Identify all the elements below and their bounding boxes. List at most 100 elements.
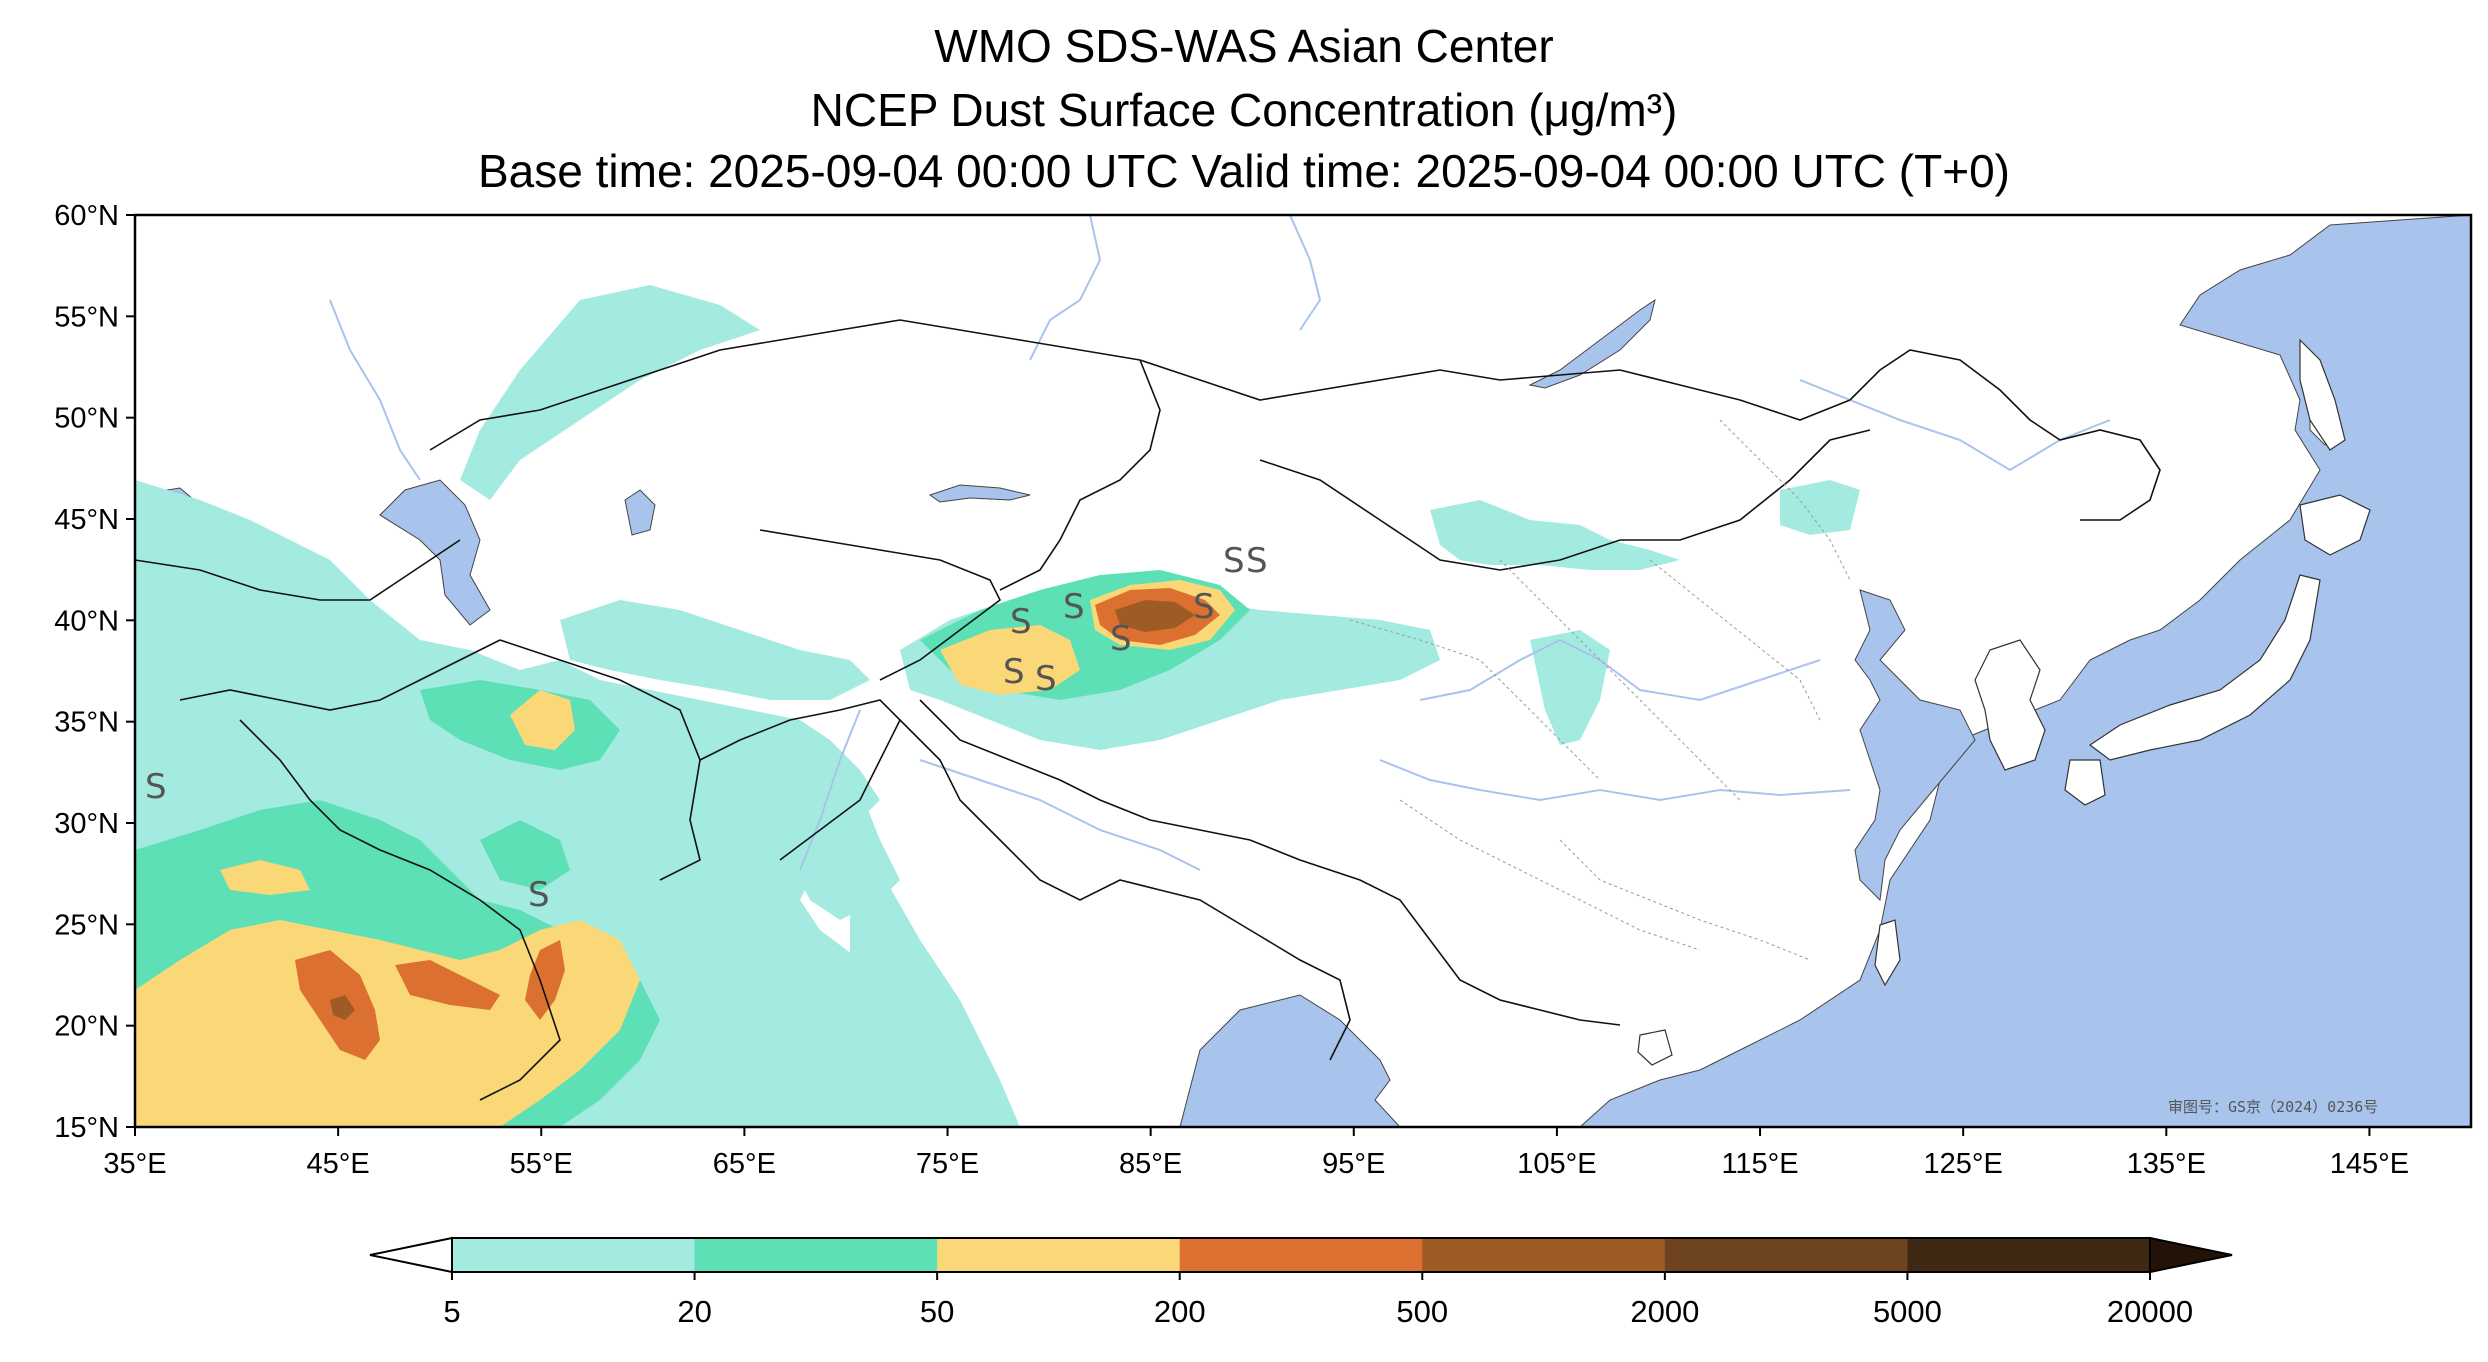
colorbar-segment [1907,1238,2151,1272]
central-asia-borders [759,529,1002,681]
colorbar-segment [1664,1238,1908,1272]
lat-tick-label: 40°N [54,605,119,637]
latitude-axis: 60°N 55°N 50°N 45°N 40°N 35°N 30°N 25°N 20°N 15°N [54,200,135,1144]
yellow-river [1419,638,1821,702]
afghan-pak-borders [699,699,901,861]
colorbar-tick-label: 20 [677,1294,711,1329]
lat-tick-label: 15°N [54,1112,119,1144]
lon-tick-label: 115°E [1721,1148,1798,1180]
storm-marker: S [1010,602,1032,642]
lon-tick-label: 45°E [307,1148,370,1180]
map-approval-credit: 审图号：GS京（2024）0236号 [2168,1098,2378,1116]
colorbar-tick-label: 2000 [1630,1294,1699,1329]
lon-tick-label: 145°E [2330,1148,2409,1180]
storm-marker: S [1003,652,1025,692]
arabia-borders [239,719,561,1101]
bay-of-bengal [1179,994,1401,1127]
country-borders [135,319,2161,1101]
dust-field-ne-china [1780,480,1860,535]
lon-tick-label: 95°E [1322,1148,1385,1180]
colorbar-over-extension [2149,1236,2233,1274]
dust-500-2000-layer [330,600,1195,1020]
colorbar-under-extension [369,1236,453,1274]
dust-field-kazakh-band [460,285,760,500]
dust-50-tarim [940,625,1080,695]
iraq-syria-borders [179,639,501,711]
island-land-layer [1637,338,2371,1066]
map-subtitle: NCEP Dust Surface Concentration (μg/m³) [810,84,1678,136]
lat-tick-label: 45°N [54,504,119,536]
iran-borders [499,639,701,881]
yangtze-river [1379,759,1851,802]
province-border-5 [1719,419,1851,581]
pacific-ocean [1579,215,2471,1127]
korean-peninsula [1974,639,2046,771]
province-border-2 [1499,559,1741,801]
lat-tick-label: 35°N [54,707,119,739]
ganges-river [919,759,1201,871]
storm-marker: S [528,875,550,915]
lat-tick-label: 55°N [54,301,119,333]
bohai-yellow-sea [1854,589,1976,902]
colorbar-tick-label: 5 [443,1294,460,1329]
taiwan-island [1874,919,1901,987]
lon-tick-label: 135°E [2127,1148,2206,1180]
map-content: S S S S S S S S S S 审图号：GS京（2024）0236号 [135,215,2471,1127]
lat-tick-label: 25°N [54,909,119,941]
colorbar-segment [1179,1238,1423,1272]
province-borders [1349,419,1851,961]
colorbar-segment [694,1238,938,1272]
colorbar-segment [1422,1238,1666,1272]
russia-kazakhstan-border [429,319,1141,451]
longitude-axis: 35°E 45°E 55°E 65°E 75°E 85°E 95°E 105°E 115°E 12… [103,1127,2409,1180]
lon-tick-label: 85°E [1119,1148,1182,1180]
storm-marker: S [1193,587,1215,627]
province-border-4 [1399,799,1701,951]
dust-200-oman [525,940,565,1020]
dust-50-arabia-north [220,860,310,895]
china-south-border [919,699,1621,1026]
storm-marker: S [1223,541,1245,581]
mongolia-china-border [1259,429,1871,571]
map-time-line: Base time: 2025-09-04 00:00 UTC Valid ti… [478,145,2010,197]
lat-tick-label: 30°N [54,808,119,840]
map-title: WMO SDS-WAS Asian Center [934,20,1554,72]
kazakhstan-china-border [999,359,1161,591]
colorbar-tick-label: 20000 [2107,1294,2193,1329]
colorbar-tick-label: 500 [1396,1294,1448,1329]
province-border-1 [1349,619,1601,781]
lon-tick-label: 105°E [1517,1148,1596,1180]
storm-marker: S [1110,619,1132,659]
lat-tick-label: 60°N [54,200,119,232]
dust-storm-markers: S S S S S S S S S S [145,541,1268,915]
kyushu-island [2064,759,2106,806]
lon-tick-label: 65°E [713,1148,776,1180]
indus-river [799,709,861,871]
dust-20-gulf [480,820,570,890]
colorbar-tick-label: 50 [920,1294,954,1329]
china-russia-ne-border [1849,349,2161,521]
russia-mongolia-border [1139,359,1851,421]
lon-tick-label: 35°E [103,1148,166,1180]
lon-tick-label: 55°E [510,1148,573,1180]
aral-sea [624,489,656,536]
hainan-island [1637,1029,1673,1066]
storm-marker: S [1246,541,1268,581]
lake-balkhash [928,484,1031,503]
caspian-sea [379,479,491,626]
dust-50-arabia [135,920,640,1127]
sakhalin-island [2299,338,2346,451]
honshu-island [2088,574,2321,761]
lon-tick-label: 125°E [1924,1148,2003,1180]
province-border-6 [1559,839,1811,961]
storm-marker: S [145,767,167,807]
ob-river [1029,215,1102,361]
lon-tick-label: 75°E [916,1148,979,1180]
colorbar-frame [451,1237,2151,1273]
storm-marker: S [1035,659,1057,699]
map-frame [133,213,2473,1129]
lat-tick-label: 50°N [54,403,119,435]
colorbar: 5 20 50 200 500 2000 5000 20000 [369,1236,2233,1329]
storm-marker: S [1063,587,1085,627]
